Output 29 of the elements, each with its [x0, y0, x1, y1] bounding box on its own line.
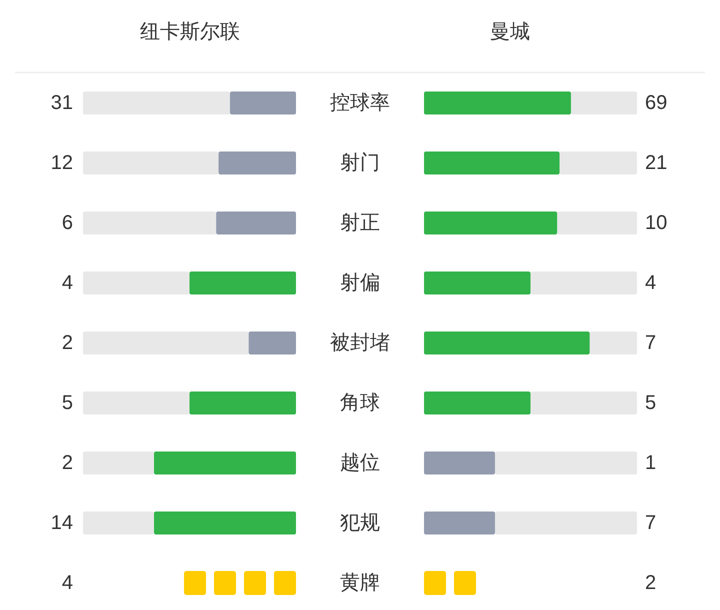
category-label: 角球: [340, 392, 380, 414]
data-label: 10: [645, 212, 668, 234]
data-label: 7: [645, 512, 656, 534]
data-label: 69: [645, 92, 668, 114]
data-label: 2: [62, 332, 73, 354]
category-label: 犯规: [340, 512, 380, 534]
category-label: 射正: [340, 212, 380, 234]
data-label: 4: [62, 572, 73, 594]
category-label: 越位: [340, 452, 380, 474]
data-label: 4: [62, 272, 73, 294]
data-label: 14: [50, 512, 73, 534]
data-label: 21: [645, 152, 668, 174]
data-label: 2: [62, 452, 73, 474]
data-label: 6: [62, 212, 73, 234]
data-label: 31: [50, 92, 73, 114]
data-label: 12: [50, 152, 73, 174]
category-label: 被封堵: [330, 332, 390, 354]
data-label: 5: [62, 392, 73, 414]
category-label: 黄牌: [340, 572, 380, 594]
data-label: 5: [645, 392, 656, 414]
category-label: 控球率: [330, 92, 390, 114]
category-label: 射门: [340, 152, 380, 174]
category-label: 射偏: [340, 272, 380, 294]
data-label: 4: [645, 272, 656, 294]
series-name: 曼城: [490, 21, 530, 43]
data-label: 2: [645, 572, 656, 594]
series-name: 纽卡斯尔联: [140, 21, 240, 43]
data-label: 7: [645, 332, 656, 354]
data-label: 1: [645, 452, 656, 474]
